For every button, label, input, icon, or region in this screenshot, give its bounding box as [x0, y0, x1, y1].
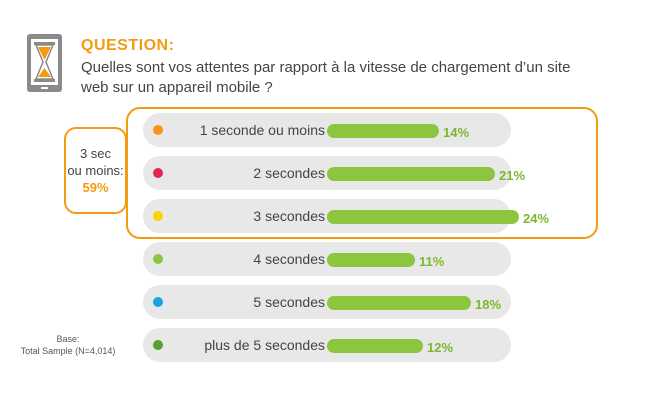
chart-row: 5 secondes 18% — [143, 285, 511, 319]
category-label: 2 secondes — [253, 165, 325, 181]
hourglass-phone-icon — [27, 34, 62, 92]
bar — [327, 296, 471, 310]
bar-value-label: 11% — [419, 254, 445, 269]
question-text: Quelles sont vos attentes par rapport à … — [81, 59, 571, 96]
bar-value-label: 24% — [523, 211, 550, 226]
legend-dot-icon — [153, 340, 163, 350]
chart-row: plus de 5 secondes 12% — [143, 328, 511, 362]
chart-row: 1 seconde ou moins 14% — [143, 113, 511, 147]
bar-value-label: 18% — [475, 297, 502, 312]
category-label: 3 secondes — [253, 208, 325, 224]
chart-row: 3 secondes 24% — [143, 199, 549, 233]
group-callout-line2: ou moins: — [67, 163, 124, 178]
legend-dot-icon — [153, 254, 163, 264]
bar-value-label: 21% — [499, 168, 526, 183]
group-callout-line1: 3 sec — [79, 146, 112, 161]
question-label: QUESTION: — [81, 37, 175, 54]
category-label: 5 secondes — [253, 294, 325, 310]
chart-row: 2 secondes 21% — [143, 156, 525, 190]
category-label: 4 secondes — [253, 251, 325, 267]
bar — [327, 339, 423, 353]
group-highlight-frame — [126, 107, 598, 239]
category-label: plus de 5 secondes — [204, 337, 325, 353]
bar-value-label: 14% — [443, 125, 470, 140]
bar — [327, 124, 439, 138]
legend-dot-icon — [153, 297, 163, 307]
legend-dot-icon — [153, 168, 163, 178]
bar — [327, 253, 415, 267]
base-note-line1: Base: — [56, 334, 80, 344]
legend-dot-icon — [153, 211, 163, 221]
bar — [327, 167, 495, 181]
bar-value-label: 12% — [427, 340, 454, 355]
base-note: Base: Total Sample (N=4,014) — [10, 333, 126, 357]
group-callout-value: 59% — [82, 180, 109, 195]
bar — [327, 210, 519, 224]
group-callout: 3 sec ou moins: 59% — [64, 127, 127, 214]
base-note-line2: Total Sample (N=4,014) — [20, 346, 116, 356]
chart-row: 4 secondes 11% — [143, 242, 511, 276]
legend-dot-icon — [153, 125, 163, 135]
category-label: 1 seconde ou moins — [199, 122, 325, 138]
